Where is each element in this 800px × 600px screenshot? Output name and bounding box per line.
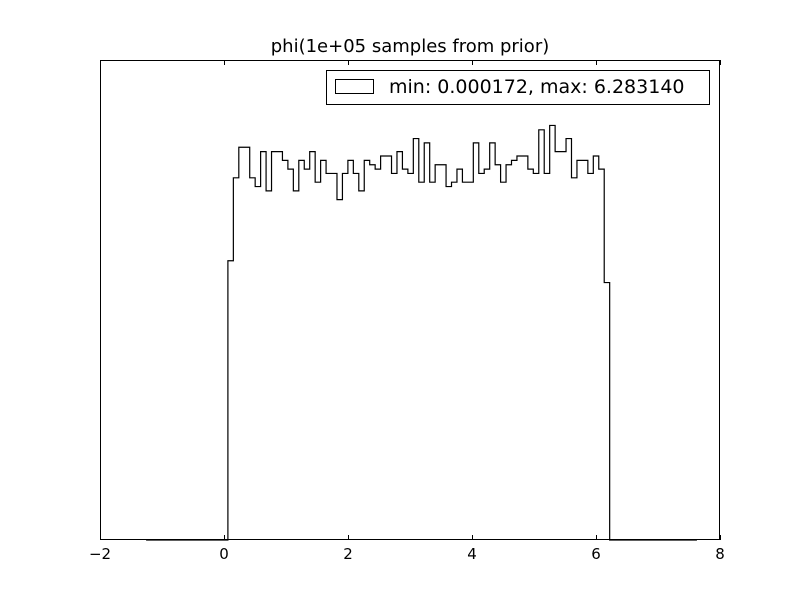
histogram-step-line [146,124,697,541]
x-tick-label: 8 [715,545,725,563]
chart-title: phi(1e+05 samples from prior) [271,36,550,57]
x-tick-label: 4 [467,545,477,563]
legend: min: 0.000172, max: 6.283140 [326,70,710,105]
x-axis-ticks: −2 0 2 4 6 8 [89,60,725,563]
legend-swatch [335,79,374,94]
legend-box [326,70,710,105]
x-tick-label: 6 [591,545,601,563]
plot-frame [100,60,720,540]
x-tick-label: 2 [343,545,353,563]
x-tick-label: 0 [219,545,229,563]
legend-entry-label: min: 0.000172, max: 6.283140 [389,76,685,98]
x-tick-label: −2 [89,545,111,563]
